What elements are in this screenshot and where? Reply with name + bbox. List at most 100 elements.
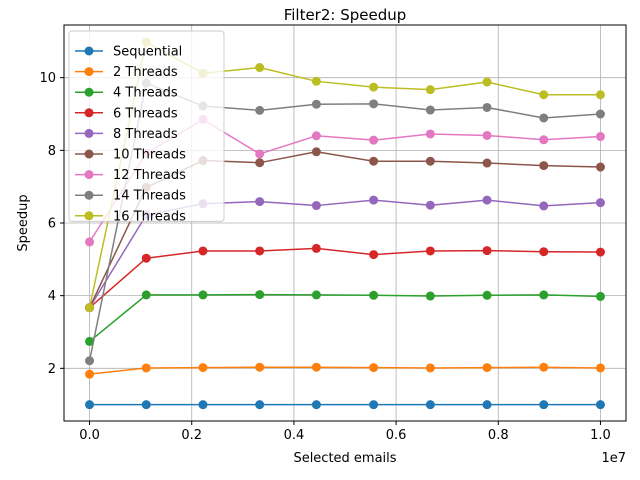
data-point (141, 400, 151, 410)
data-point (255, 149, 265, 159)
data-point (369, 156, 379, 166)
data-point (255, 197, 265, 207)
data-point (482, 77, 492, 87)
data-point (482, 363, 492, 373)
legend-marker (84, 128, 94, 138)
legend-item: Sequential (75, 45, 182, 60)
data-point (141, 363, 151, 373)
data-point (595, 400, 605, 410)
data-point (311, 76, 321, 86)
legend-marker (84, 190, 94, 200)
data-point (311, 99, 321, 109)
legend-item: 4 Threads (75, 86, 178, 101)
series-6-threads (85, 243, 605, 313)
legend-label: 2 Threads (113, 65, 178, 80)
data-point (482, 158, 492, 168)
data-point (482, 195, 492, 205)
data-point (595, 363, 605, 373)
legend-item: 2 Threads (75, 65, 178, 80)
data-point (255, 400, 265, 410)
legend-marker (84, 170, 94, 180)
x-tick-label: 0.8 (488, 428, 509, 443)
data-point (539, 400, 549, 410)
data-point (141, 253, 151, 263)
x-axis-label: Selected emails (293, 451, 396, 466)
data-point (198, 363, 208, 373)
data-point (425, 246, 435, 256)
y-tick-label: 6 (48, 217, 56, 232)
y-axis-label: Speedup (16, 194, 31, 251)
x-tick-label: 0.2 (181, 428, 202, 443)
data-point (198, 290, 208, 300)
series-line (89, 293, 601, 343)
x-tick-label: 0.4 (284, 428, 305, 443)
legend: Sequential 2 Threads 4 Threads 6 Threads 8 T… (68, 30, 225, 224)
legend-item: 14 Threads (75, 189, 186, 204)
data-point (425, 156, 435, 166)
data-point (311, 147, 321, 157)
data-point (311, 201, 321, 211)
series-line (89, 247, 601, 309)
data-point (369, 82, 379, 92)
data-point (369, 290, 379, 300)
data-point (425, 85, 435, 95)
legend-label: 6 Threads (113, 106, 178, 121)
x-axis-offset-label: 1e7 (601, 451, 626, 466)
data-point (255, 158, 265, 168)
legend-marker (84, 211, 94, 221)
data-point (311, 243, 321, 253)
y-tick-label: 2 (48, 362, 56, 377)
x-tick-label: 0.0 (79, 428, 100, 443)
legend-marker (84, 87, 94, 97)
legend-label: 8 Threads (113, 127, 178, 142)
y-tick-label: 8 (48, 144, 56, 159)
tick-layer: 0.0 0.2 0.4 0.6 0.8 1.0 2 4 6 8 10 (39, 71, 610, 443)
legend-marker (84, 108, 94, 118)
data-point (85, 400, 95, 410)
legend-label: 10 Threads (113, 148, 186, 163)
data-point (85, 369, 95, 379)
data-point (595, 162, 605, 172)
legend-label: 4 Threads (113, 86, 178, 101)
y-tick-label: 10 (39, 71, 56, 86)
data-point (311, 400, 321, 410)
data-point (539, 362, 549, 372)
data-point (255, 290, 265, 300)
legend-marker (84, 149, 94, 159)
data-point (482, 290, 492, 300)
data-point (539, 135, 549, 145)
x-tick-label: 1.0 (590, 428, 611, 443)
data-point (425, 105, 435, 115)
data-point (311, 290, 321, 300)
data-point (539, 290, 549, 300)
data-point (311, 362, 321, 372)
data-point (198, 246, 208, 256)
legend-item: 10 Threads (75, 148, 186, 163)
data-point (255, 246, 265, 256)
data-point (369, 99, 379, 109)
legend-item: 6 Threads (75, 106, 178, 121)
legend-marker (84, 67, 94, 77)
legend-marker (84, 46, 94, 56)
data-point (369, 195, 379, 205)
legend-label: 12 Threads (113, 168, 186, 183)
data-point (369, 250, 379, 260)
legend-item: 12 Threads (75, 168, 186, 183)
legend-label: 14 Threads (113, 189, 186, 204)
data-point (255, 63, 265, 73)
legend-item: 8 Threads (75, 127, 178, 142)
data-point (425, 291, 435, 301)
chart-title: Filter2: Speedup (284, 6, 407, 24)
series-line (89, 366, 601, 375)
legend-label: 16 Threads (113, 209, 186, 224)
series-sequential (85, 400, 605, 410)
data-point (85, 336, 95, 346)
data-point (255, 105, 265, 115)
data-point (482, 130, 492, 140)
data-point (369, 135, 379, 145)
data-point (539, 201, 549, 211)
data-point (595, 291, 605, 301)
data-point (311, 131, 321, 141)
data-point (85, 356, 95, 366)
